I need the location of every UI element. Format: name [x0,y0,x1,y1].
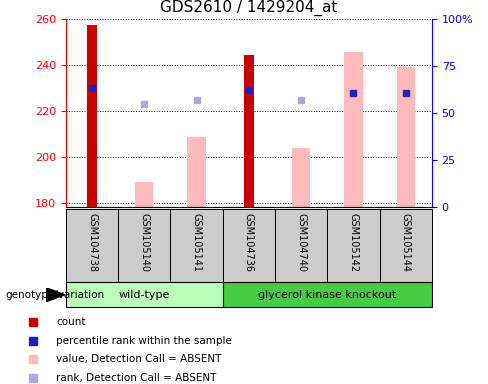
Text: count: count [57,317,86,327]
Text: GSM105141: GSM105141 [192,213,202,272]
Text: GSM105142: GSM105142 [348,213,359,272]
Bar [275,209,327,282]
Bar [66,209,118,282]
Text: glycerol kinase knockout: glycerol kinase knockout [258,290,396,300]
Title: GDS2610 / 1429204_at: GDS2610 / 1429204_at [160,0,338,17]
Bar [244,55,254,207]
Text: percentile rank within the sample: percentile rank within the sample [57,336,232,346]
Text: genotype/variation: genotype/variation [5,290,104,300]
Bar [292,148,310,207]
Bar [380,209,432,282]
Bar [187,137,206,207]
Polygon shape [46,288,65,302]
Bar [327,209,380,282]
Text: wild-type: wild-type [119,290,170,300]
Bar [66,282,223,307]
Text: GSM104738: GSM104738 [87,213,97,272]
Text: GSM105140: GSM105140 [139,213,149,272]
Bar [397,67,415,207]
Text: GSM104736: GSM104736 [244,213,254,272]
Text: GSM105144: GSM105144 [401,213,411,272]
Text: GSM104740: GSM104740 [296,213,306,272]
Bar [170,209,223,282]
Bar [223,209,275,282]
Text: rank, Detection Call = ABSENT: rank, Detection Call = ABSENT [57,373,217,383]
Bar [135,182,153,207]
Bar [345,53,363,207]
Text: value, Detection Call = ABSENT: value, Detection Call = ABSENT [57,354,222,364]
Bar [223,282,432,307]
Bar [87,25,97,207]
Bar [118,209,170,282]
